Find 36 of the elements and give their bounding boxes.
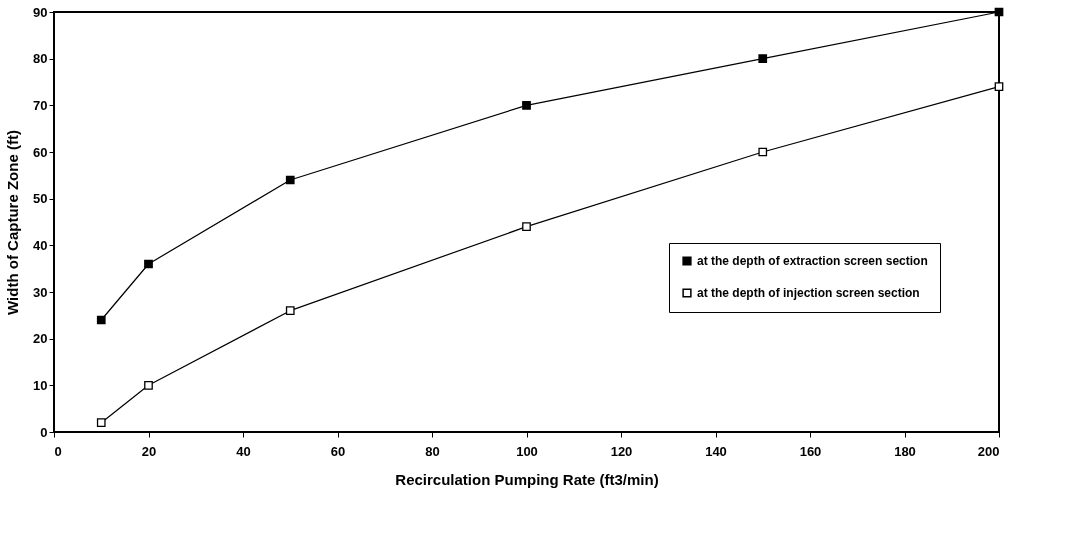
y-tick-label: 80 xyxy=(33,51,48,67)
y-tick-label: 10 xyxy=(33,377,48,393)
point xyxy=(144,380,153,390)
legend-label: at the depth of injection screen section xyxy=(697,286,920,300)
y-axis-title: Width of Capture Zone (ft) xyxy=(4,130,22,315)
y-tick-label: 40 xyxy=(33,237,48,253)
legend-label: at the depth of extraction screen section xyxy=(697,254,928,268)
y-tick-label: 0 xyxy=(40,424,48,440)
x-tick-label: 20 xyxy=(141,443,157,459)
y-tick-label: 70 xyxy=(33,97,48,113)
point xyxy=(285,175,295,185)
point xyxy=(522,100,531,110)
point xyxy=(522,222,531,232)
point xyxy=(144,259,153,269)
x-tick-label: 180 xyxy=(894,443,916,459)
point xyxy=(96,418,106,428)
x-tick-label: 120 xyxy=(610,443,633,459)
x-tick-label: 60 xyxy=(330,443,346,459)
y-tick-label: 20 xyxy=(33,331,48,347)
x-tick-label: 160 xyxy=(799,443,822,459)
point xyxy=(994,82,1004,92)
x-tick-label: 40 xyxy=(236,443,251,459)
point xyxy=(758,54,768,64)
x-tick-label: 80 xyxy=(425,443,440,459)
y-tick-label: 30 xyxy=(33,284,48,300)
y-tick-label: 50 xyxy=(33,191,48,207)
point xyxy=(285,306,295,316)
x-tick-label: 100 xyxy=(516,443,538,459)
x-tick-label: 200 xyxy=(977,443,1000,459)
x-tick-label: 140 xyxy=(705,443,727,459)
point xyxy=(758,147,768,157)
point xyxy=(96,315,106,325)
y-tick-label: 60 xyxy=(33,144,48,160)
x-tick-label: 0 xyxy=(54,443,62,459)
y-tick-label: 90 xyxy=(33,4,48,20)
x-axis-title: Recirculation Pumping Rate (ft3/min) xyxy=(395,470,659,488)
